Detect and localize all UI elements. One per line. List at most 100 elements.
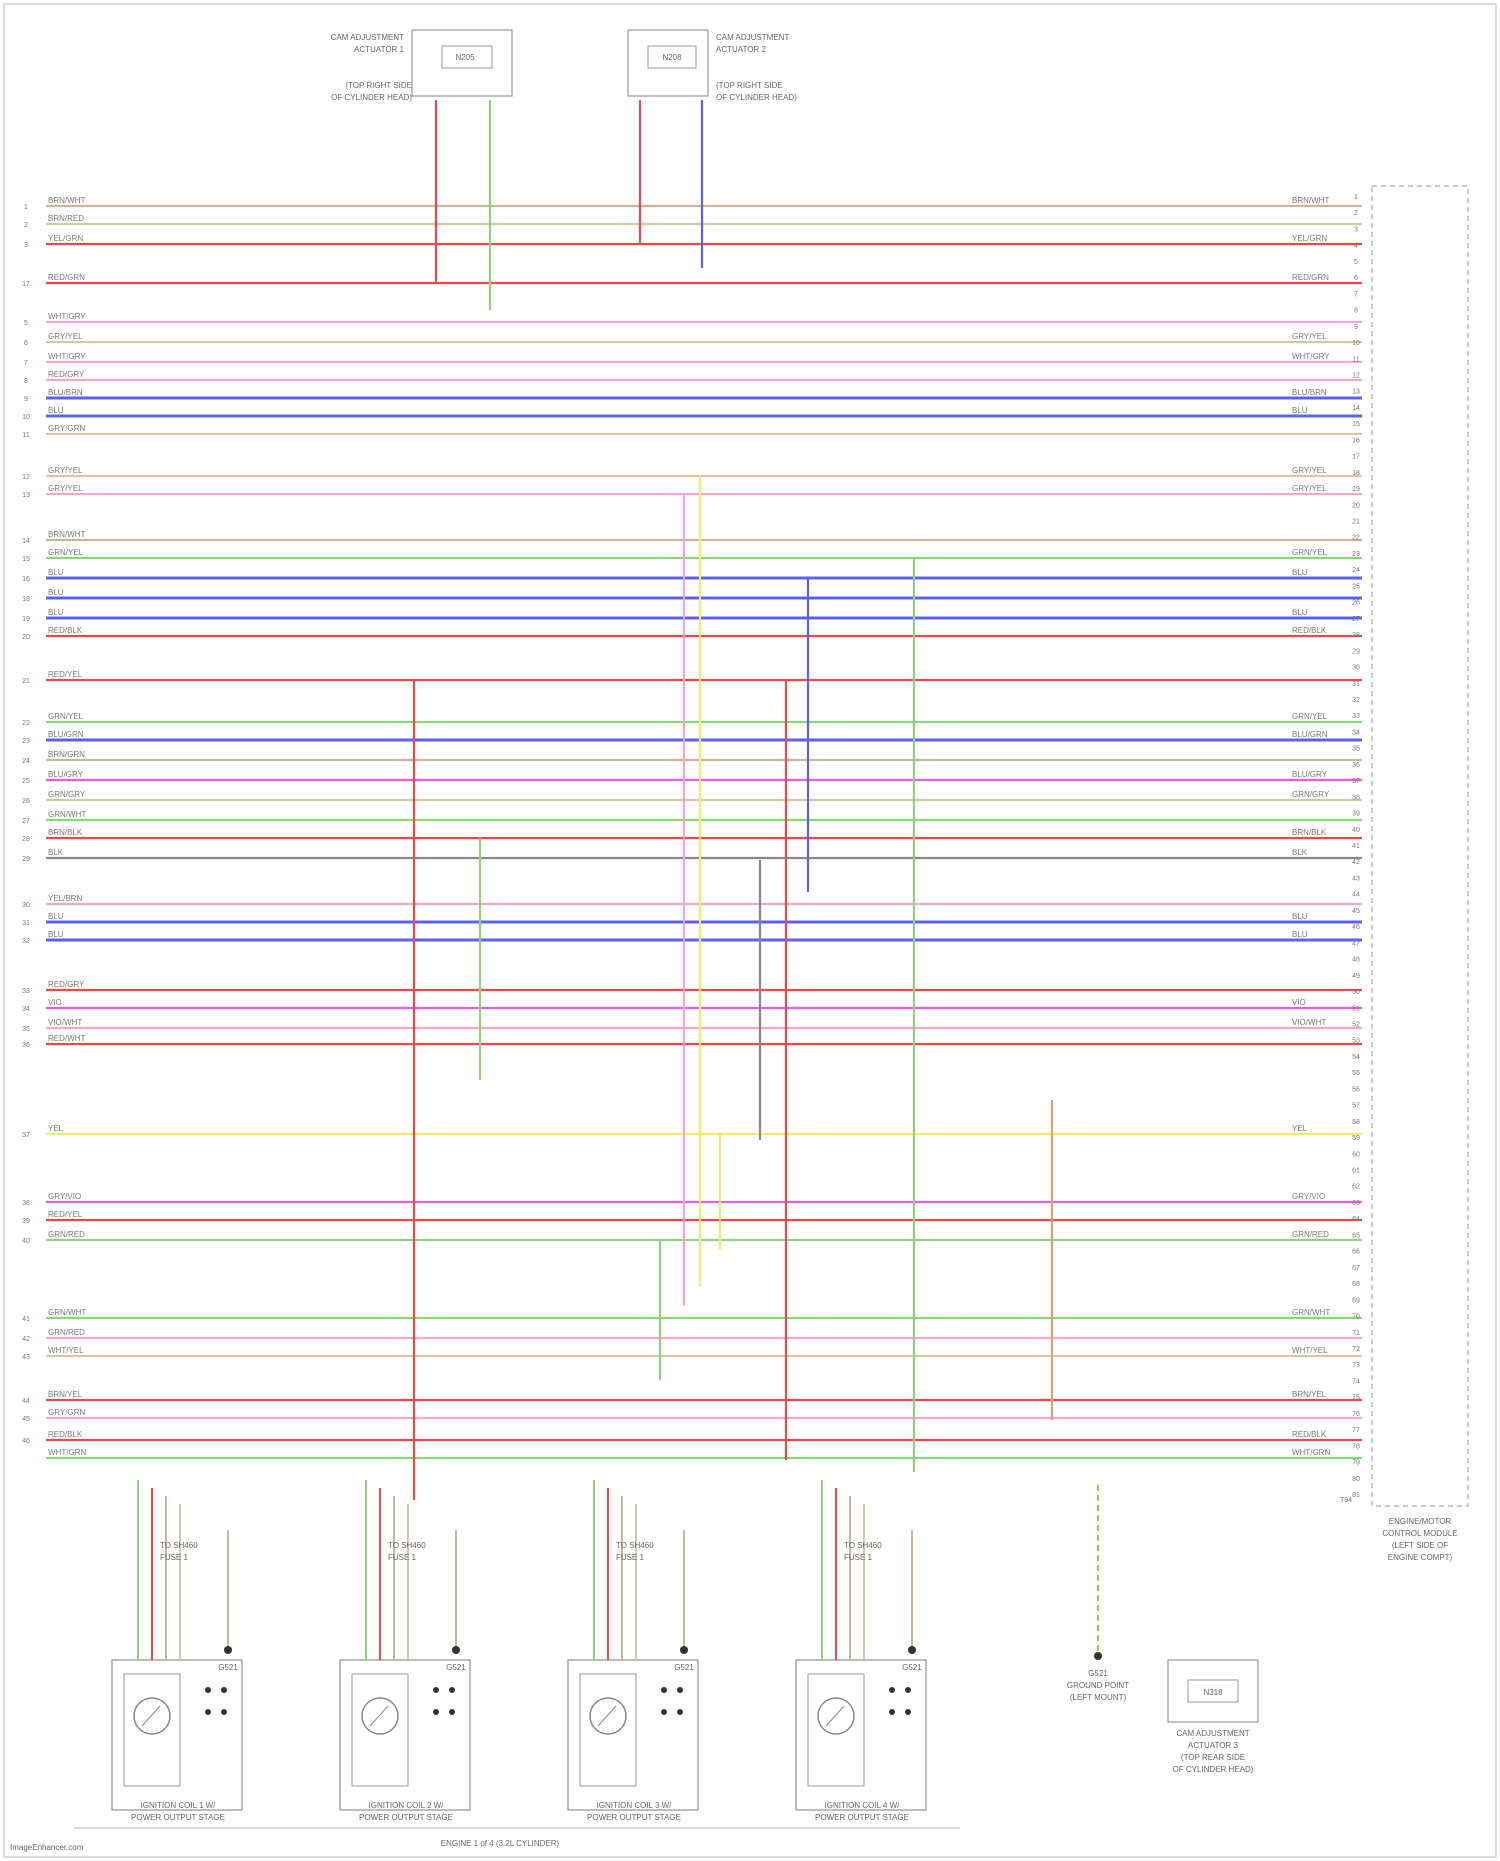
- ignition-coil-1: TO SH460 FUSE 1 G521 IGNITION COIL 1 W/POWE…: [111, 1480, 243, 1822]
- ecm-pin-number: 5: [1354, 259, 1358, 266]
- ecm-pin-number: 67: [1352, 1265, 1360, 1272]
- ground-caption-2: GROUND POINT: [1067, 1681, 1129, 1690]
- ecm-pin-number: 56: [1352, 1086, 1360, 1093]
- ecm-pin-number: 40: [1352, 827, 1360, 834]
- wire-color-label-ecm: WHT/YEL: [1292, 1346, 1328, 1355]
- actuator-2-caption-4: OF CYLINDER HEAD): [716, 93, 797, 102]
- wire-color-label: GRN/WHT: [48, 810, 86, 819]
- wire-traces: [46, 100, 1362, 1500]
- actuator-3-caption-2: ACTUATOR 3: [1188, 1741, 1238, 1750]
- left-pin-number: 14: [22, 538, 30, 545]
- coil-caption: IGNITION COIL 1 W/: [141, 1801, 217, 1810]
- ignition-coils: TO SH460 FUSE 1 G521 IGNITION COIL 1 W/POWE…: [111, 1480, 927, 1822]
- wire-color-label-ecm: VIO: [1292, 998, 1306, 1007]
- ecm-pin-number: 33: [1352, 713, 1360, 720]
- wire-color-label: RED/WHT: [48, 1034, 85, 1043]
- wire-color-label-ecm: BLU: [1292, 568, 1308, 577]
- wire-color-label: YEL/BRN: [48, 894, 82, 903]
- wire-color-label: RED/GRN: [48, 273, 85, 282]
- ecm-pin-number: 1: [1354, 194, 1358, 201]
- ecm-pin-number: 71: [1352, 1330, 1360, 1337]
- ecm-pin-number: 47: [1352, 940, 1360, 947]
- ecm-pin-number: 45: [1352, 908, 1360, 915]
- cam-adjustment-actuator-2: N208 CAM ADJUSTMENT ACTUATOR 2 (TOP RIGH…: [627, 29, 797, 102]
- wire-color-label: BLU/GRN: [48, 730, 84, 739]
- actuator-1-caption-3: (TOP RIGHT SIDE: [345, 81, 412, 90]
- ecm-pin-number: 51: [1352, 1005, 1360, 1012]
- wire-color-label-ecm: GRN/RED: [1292, 1230, 1329, 1239]
- coil-caption: IGNITION COIL 2 W/: [369, 1801, 445, 1810]
- left-pin-number: 15: [22, 556, 30, 563]
- left-pin-number: 24: [22, 758, 30, 765]
- wire-color-label: BRN/YEL: [48, 1390, 83, 1399]
- wire-color-label: WHT/YEL: [48, 1346, 84, 1355]
- ecm-pin-number: 38: [1352, 794, 1360, 801]
- ecm-pin-number: 29: [1352, 648, 1360, 655]
- actuator-1-caption-4: OF CYLINDER HEAD): [331, 93, 412, 102]
- ecm-pin-number: 32: [1352, 697, 1360, 704]
- wire-color-label-ecm: RED/BLK: [1292, 626, 1327, 635]
- ecm-pin-number: 76: [1352, 1411, 1360, 1418]
- left-pin-labels: 1 BRN/WHT BRN/WHT 2 BRN/RED 3 YEL/GRN YEL/GRN 17…: [22, 196, 1330, 1457]
- footer-title: ENGINE 1 of 4 (3.2L CYLINDER): [441, 1839, 560, 1848]
- ecm-caption-1: ENGINE/MOTOR: [1389, 1517, 1452, 1526]
- left-pin-number: 10: [22, 414, 30, 421]
- wire-color-label-ecm: BLU: [1292, 406, 1308, 415]
- wire-color-label-ecm: GRY/VIO: [1292, 1192, 1325, 1201]
- left-pin-number: 36: [22, 1042, 30, 1049]
- wire-color-label: RED/GRY: [48, 980, 85, 989]
- coil-caption: IGNITION COIL 4 W/: [825, 1801, 901, 1810]
- wire-color-label: GRY/YEL: [48, 332, 83, 341]
- ecm-pin-number: 54: [1352, 1054, 1360, 1061]
- left-pin-number: 29: [22, 856, 30, 863]
- wire-color-label: GRY/YEL: [48, 484, 83, 493]
- wire-color-label: VIO: [48, 998, 62, 1007]
- ecm-caption-3: (LEFT SIDE OF: [1392, 1541, 1448, 1550]
- wire-color-label: BRN/GRN: [48, 750, 85, 759]
- ecm-pin-number: 7: [1354, 291, 1358, 298]
- actuator-1-body: N205: [455, 53, 475, 62]
- left-pin-number: 23: [22, 738, 30, 745]
- ecm-pin-number: 23: [1352, 551, 1360, 558]
- actuator-1-caption-1: CAM ADJUSTMENT: [331, 33, 404, 42]
- wire-color-label: BLU/GRY: [48, 770, 84, 779]
- wire-color-label: GRY/VIO: [48, 1192, 81, 1201]
- wire-color-label-ecm: GRY/YEL: [1292, 332, 1327, 341]
- wire-color-label-ecm: BLU/GRN: [1292, 730, 1328, 739]
- wire-color-label: GRY/GRN: [48, 424, 85, 433]
- wire-color-label-ecm: BRN/WHT: [1292, 196, 1329, 205]
- ecm-pin-end-label: T94: [1340, 1497, 1352, 1504]
- left-pin-number: 33: [22, 988, 30, 995]
- page-frame: [3, 3, 1497, 1858]
- left-pin-number: 18: [22, 596, 30, 603]
- ecm-pin-number: 46: [1352, 924, 1360, 931]
- left-pin-number: 34: [22, 1006, 30, 1013]
- wire-color-label-ecm: RED/BLK: [1292, 1430, 1327, 1439]
- ecm-pin-number: 31: [1352, 681, 1360, 688]
- ecm-pin-number: 65: [1352, 1232, 1360, 1239]
- left-pin-number: 19: [22, 616, 30, 623]
- left-pin-number: 5: [24, 320, 28, 327]
- ecm-pin-number: 79: [1352, 1460, 1360, 1467]
- coil-caption: IGNITION COIL 3 W/: [597, 1801, 673, 1810]
- ecm-pin-number: 49: [1352, 973, 1360, 980]
- ecm-pin-number: 60: [1352, 1151, 1360, 1158]
- left-pin-number: 43: [22, 1354, 30, 1361]
- left-pin-number: 16: [22, 576, 30, 583]
- ecm-pin-number: 41: [1352, 843, 1360, 850]
- ecm-pin-number: 25: [1352, 583, 1360, 590]
- wire-color-label-ecm: WHT/GRN: [1292, 1448, 1330, 1457]
- ecm-pin-number: 36: [1352, 762, 1360, 769]
- wire-color-label: RED/BLK: [48, 1430, 83, 1439]
- ecm-pin-number: 63: [1352, 1200, 1360, 1207]
- ecm-pin-number: 4: [1354, 243, 1358, 250]
- wire-color-label-ecm: BRN/YEL: [1292, 1390, 1327, 1399]
- left-pin-number: 42: [22, 1336, 30, 1343]
- wire-color-label: WHT/GRN: [48, 1448, 86, 1457]
- actuator-3-caption-1: CAM ADJUSTMENT: [1176, 1729, 1249, 1738]
- wire-color-label: RED/YEL: [48, 670, 83, 679]
- ecm-pin-number: 37: [1352, 778, 1360, 785]
- ecm-caption-2: CONTROL MODULE: [1382, 1529, 1457, 1538]
- wire-color-label-ecm: BLU: [1292, 608, 1308, 617]
